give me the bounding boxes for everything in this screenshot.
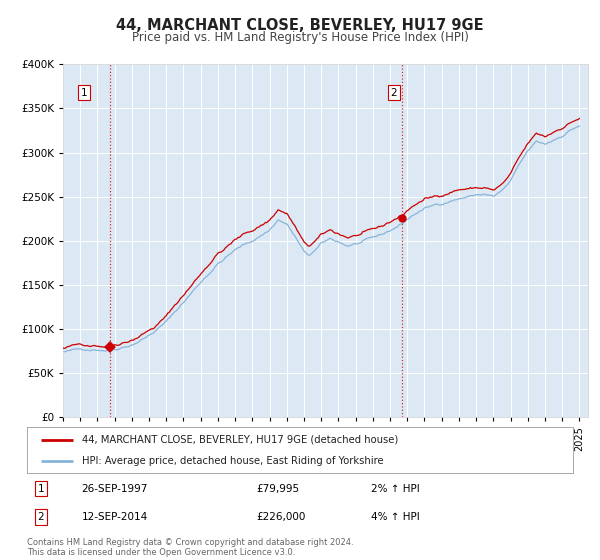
Text: 44, MARCHANT CLOSE, BEVERLEY, HU17 9GE: 44, MARCHANT CLOSE, BEVERLEY, HU17 9GE — [116, 18, 484, 33]
Text: 4% ↑ HPI: 4% ↑ HPI — [371, 512, 420, 522]
Text: 44, MARCHANT CLOSE, BEVERLEY, HU17 9GE (detached house): 44, MARCHANT CLOSE, BEVERLEY, HU17 9GE (… — [82, 435, 398, 445]
Text: HPI: Average price, detached house, East Riding of Yorkshire: HPI: Average price, detached house, East… — [82, 456, 383, 466]
Text: 1: 1 — [81, 87, 88, 97]
Text: 12-SEP-2014: 12-SEP-2014 — [82, 512, 148, 522]
Text: £226,000: £226,000 — [256, 512, 305, 522]
Text: 1: 1 — [37, 484, 44, 494]
Text: Price paid vs. HM Land Registry's House Price Index (HPI): Price paid vs. HM Land Registry's House … — [131, 31, 469, 44]
Text: 26-SEP-1997: 26-SEP-1997 — [82, 484, 148, 494]
Text: £79,995: £79,995 — [256, 484, 299, 494]
Text: 2% ↑ HPI: 2% ↑ HPI — [371, 484, 420, 494]
Text: Contains HM Land Registry data © Crown copyright and database right 2024.
This d: Contains HM Land Registry data © Crown c… — [27, 538, 353, 557]
Text: 2: 2 — [37, 512, 44, 522]
Text: 2: 2 — [391, 87, 397, 97]
